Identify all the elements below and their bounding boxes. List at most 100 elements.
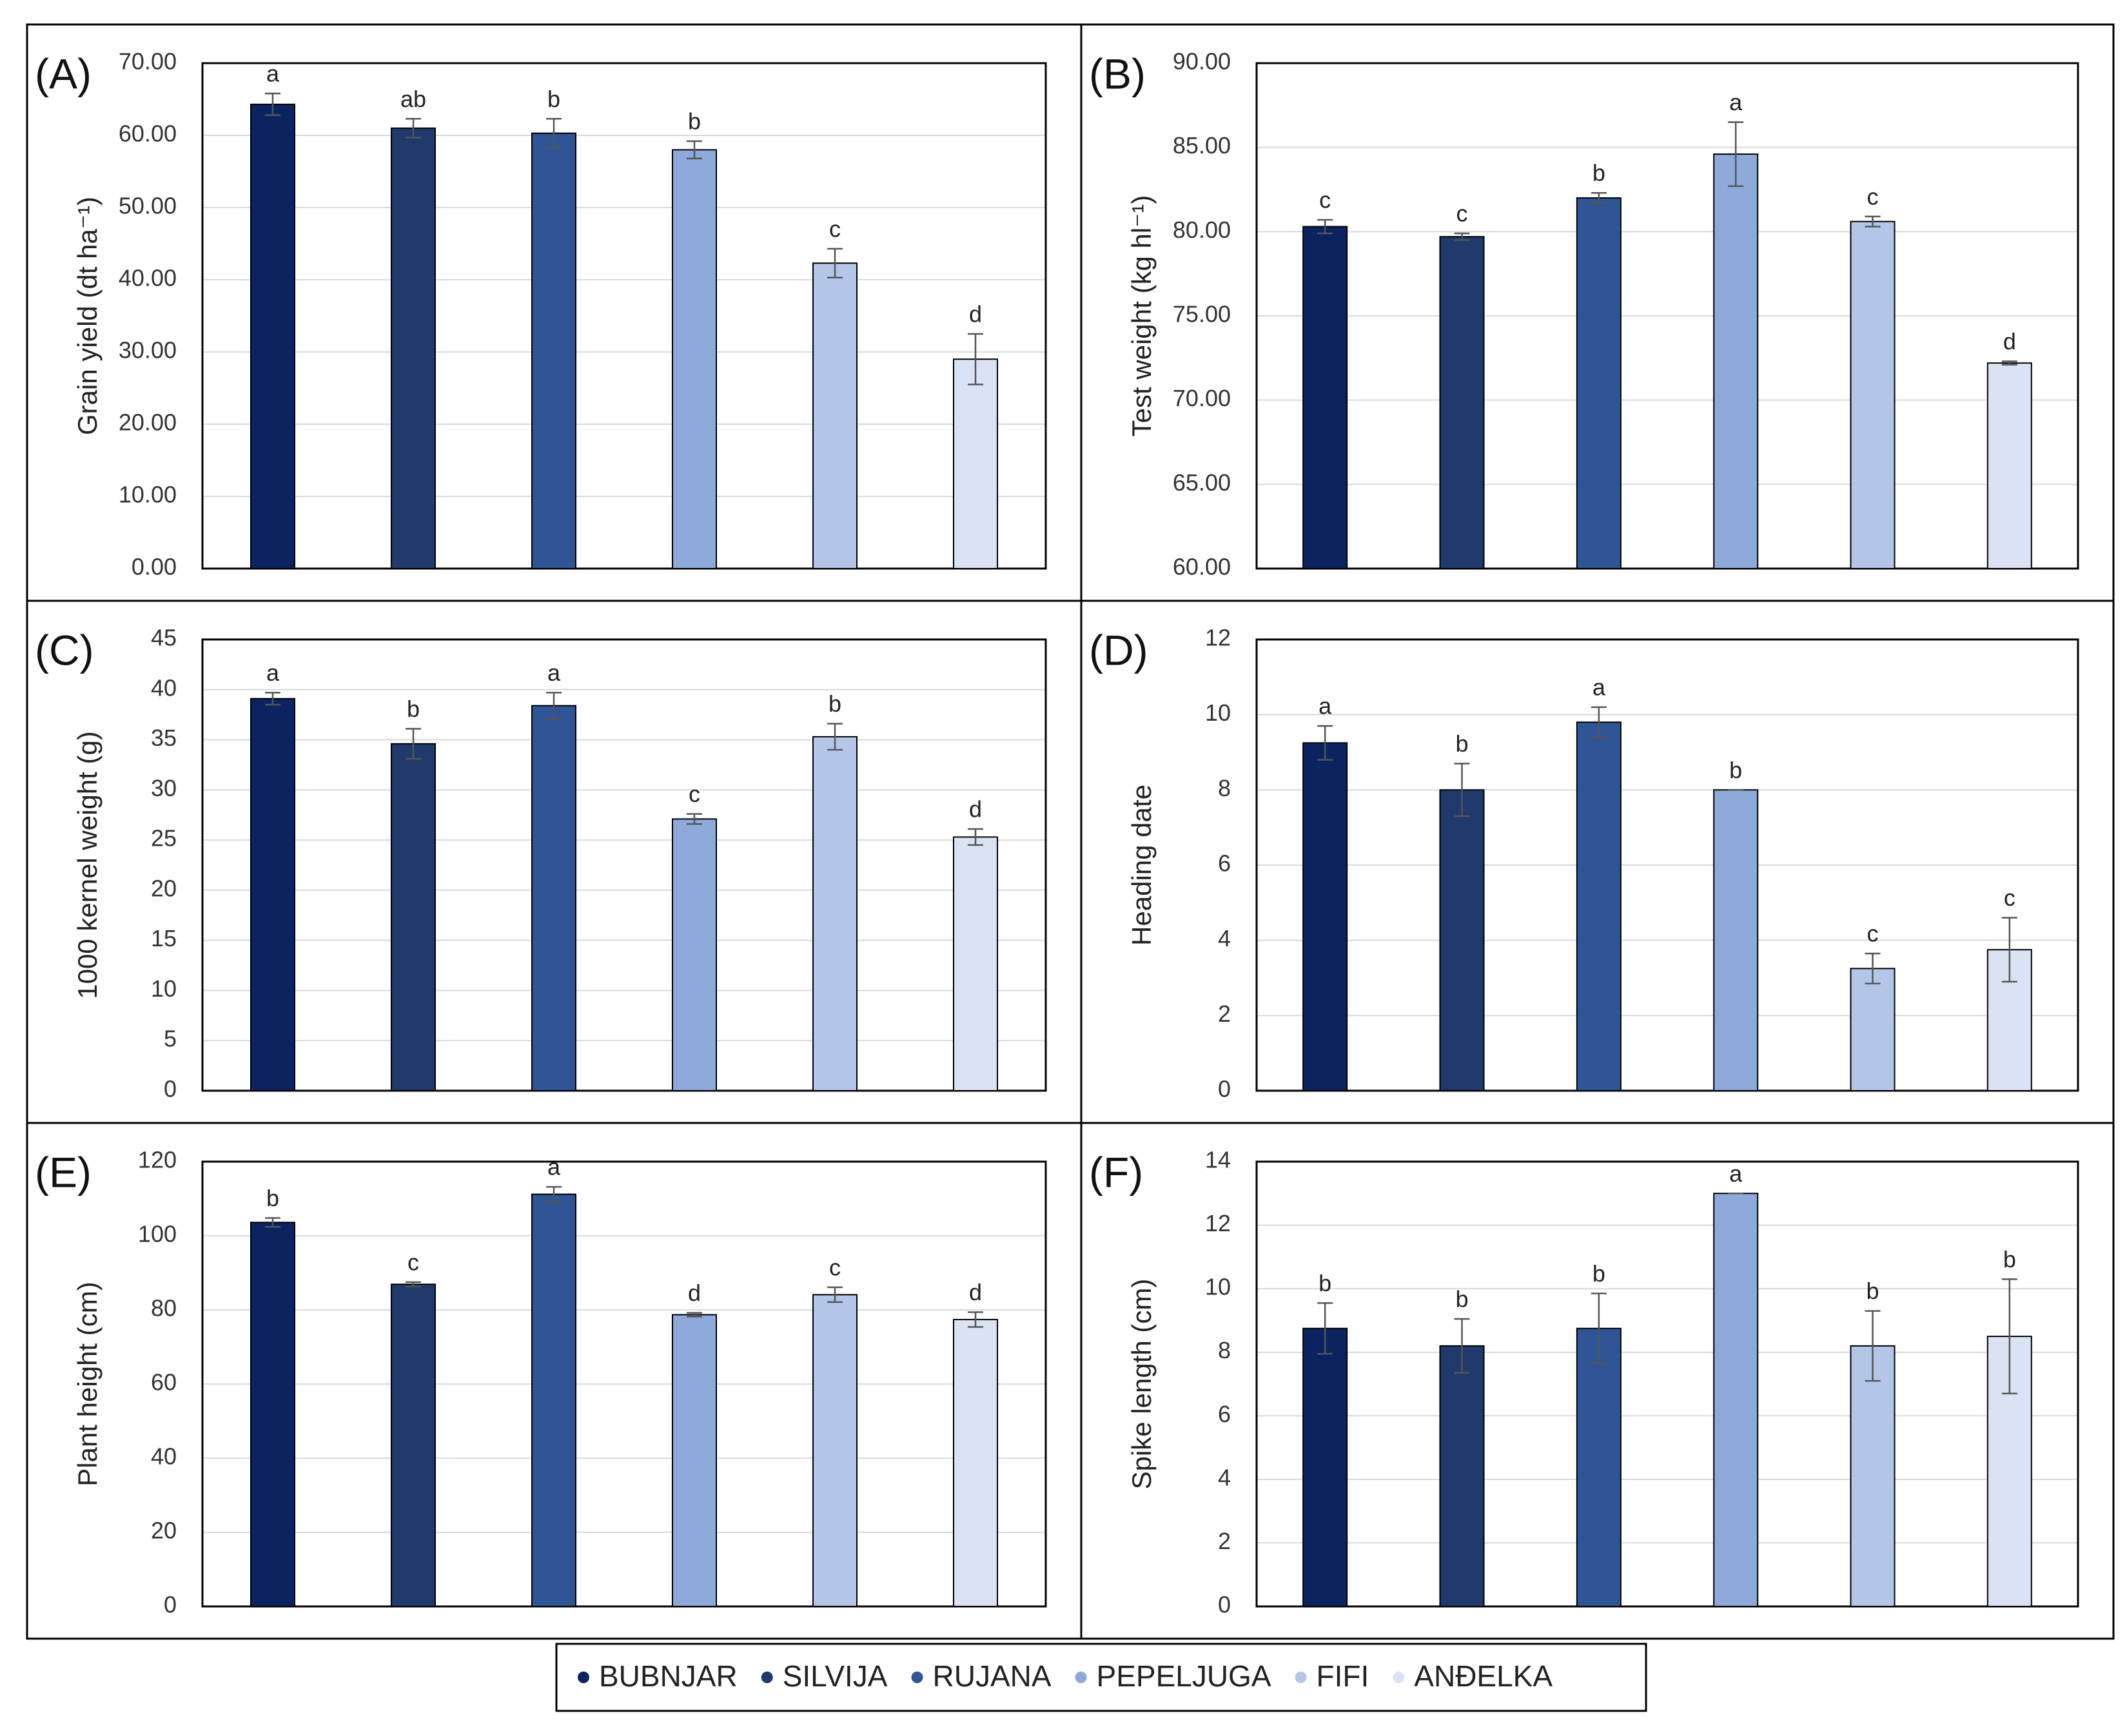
- bar: [812, 262, 858, 569]
- bar: [250, 103, 295, 569]
- legend-box: [555, 1643, 1647, 1712]
- significance-letter: b: [266, 1185, 279, 1211]
- significance-letter: b: [688, 108, 701, 134]
- error-bar: [1591, 191, 1607, 204]
- significance-letter: b: [1318, 1270, 1331, 1296]
- legend-label: ANĐELKA: [1414, 1659, 1553, 1693]
- y-tick-label: 0.00: [132, 554, 177, 580]
- y-axis-title: Test weight (kg hl⁻¹): [1126, 195, 1157, 437]
- y-tick-label: 50.00: [119, 193, 177, 219]
- y-axis-title: 1000 kernel weight (g): [72, 731, 103, 999]
- y-axis-title: Grain yield (dt ha⁻¹): [72, 197, 103, 435]
- significance-letter: b: [1866, 1278, 1879, 1304]
- y-tick-label: 4: [1218, 1464, 1231, 1490]
- bar: [812, 736, 858, 1091]
- error-bar: [1591, 1292, 1607, 1365]
- legend-label: RUJANA: [933, 1659, 1052, 1693]
- y-tick-label: 40: [151, 1443, 177, 1470]
- bar: [953, 1318, 998, 1607]
- error-bar: [687, 813, 702, 825]
- bar: [1439, 236, 1485, 569]
- legend-marker: [578, 1672, 589, 1683]
- significance-letter: a: [266, 659, 280, 686]
- bar: [531, 132, 576, 569]
- significance-letter: a: [1729, 89, 1743, 115]
- significance-letter: b: [2003, 1246, 2016, 1273]
- error-bar: [687, 140, 702, 160]
- error-bar: [546, 1185, 562, 1203]
- bar: [1713, 1193, 1759, 1608]
- bar: [1850, 220, 1896, 569]
- y-tick-label: 30: [151, 775, 177, 801]
- significance-letter: c: [2004, 884, 2015, 911]
- plot-frame: [201, 1160, 1047, 1608]
- bar: [250, 697, 295, 1092]
- significance-letter: d: [969, 1279, 982, 1305]
- significance-letter: ab: [400, 86, 426, 112]
- legend-marker: [761, 1672, 773, 1683]
- y-tick-label: 100: [138, 1221, 177, 1247]
- plot-frame: [1255, 62, 2079, 570]
- panel-label: (B): [1089, 50, 1146, 97]
- y-tick-label: 60.00: [1173, 554, 1231, 580]
- bar: [953, 358, 998, 569]
- bar: [1302, 226, 1348, 569]
- error-bar: [827, 248, 843, 278]
- significance-letter: a: [1318, 693, 1332, 719]
- error-bar: [687, 1312, 702, 1318]
- plot-frame: [201, 62, 1047, 570]
- y-tick-label: 70.00: [1173, 385, 1231, 411]
- panel-label: (E): [35, 1148, 92, 1196]
- significance-letter: b: [407, 696, 420, 722]
- significance-letter: b: [1593, 160, 1605, 186]
- panel-label: (F): [1089, 1148, 1143, 1196]
- error-bar: [1591, 706, 1607, 738]
- y-tick-label: 0: [164, 1076, 177, 1102]
- error-bar: [1865, 215, 1881, 228]
- panel-label: (D): [1089, 626, 1148, 674]
- significance-letter: a: [547, 659, 561, 686]
- y-tick-label: 80: [151, 1295, 177, 1322]
- bar: [672, 1314, 717, 1607]
- error-bar: [1317, 1302, 1333, 1355]
- significance-letter: d: [969, 796, 982, 823]
- y-tick-label: 65.00: [1173, 469, 1231, 496]
- legend-marker: [911, 1672, 923, 1683]
- y-tick-label: 70.00: [119, 48, 177, 75]
- bar: [1302, 1327, 1348, 1607]
- significance-letter: c: [407, 1249, 419, 1275]
- bar: [1302, 742, 1348, 1091]
- bar: [1439, 789, 1485, 1092]
- bar: [531, 1193, 576, 1607]
- significance-letter: c: [1319, 187, 1331, 213]
- y-tick-label: 6: [1218, 850, 1231, 877]
- plot-frame: [1255, 638, 2079, 1092]
- bar: [531, 705, 576, 1091]
- error-bar: [1728, 121, 1744, 188]
- significance-letter: c: [1867, 921, 1879, 947]
- bar: [672, 149, 717, 569]
- error-bar: [265, 92, 280, 116]
- y-tick-label: 0: [164, 1592, 177, 1618]
- error-bar: [265, 1217, 280, 1228]
- y-tick-label: 20: [151, 875, 177, 901]
- legend-label: PEPELJUGA: [1097, 1659, 1271, 1693]
- y-tick-label: 75.00: [1173, 301, 1231, 327]
- significance-letter: c: [1456, 200, 1468, 226]
- bar: [1986, 362, 2032, 569]
- bar: [1576, 721, 1622, 1092]
- figure-border: [26, 23, 2115, 1640]
- y-tick-label: 120: [138, 1147, 177, 1173]
- error-bar: [1454, 763, 1470, 817]
- bar: [1850, 968, 1896, 1091]
- y-tick-label: 8: [1218, 1337, 1231, 1363]
- error-bar: [1317, 219, 1333, 235]
- legend-marker: [1295, 1672, 1307, 1683]
- error-bar: [265, 692, 280, 706]
- error-bar: [546, 117, 562, 149]
- y-tick-label: 10: [1205, 1274, 1231, 1300]
- error-bar: [1454, 1318, 1470, 1374]
- error-bar: [968, 333, 983, 385]
- plot-frame: [201, 638, 1047, 1092]
- bar: [672, 818, 717, 1091]
